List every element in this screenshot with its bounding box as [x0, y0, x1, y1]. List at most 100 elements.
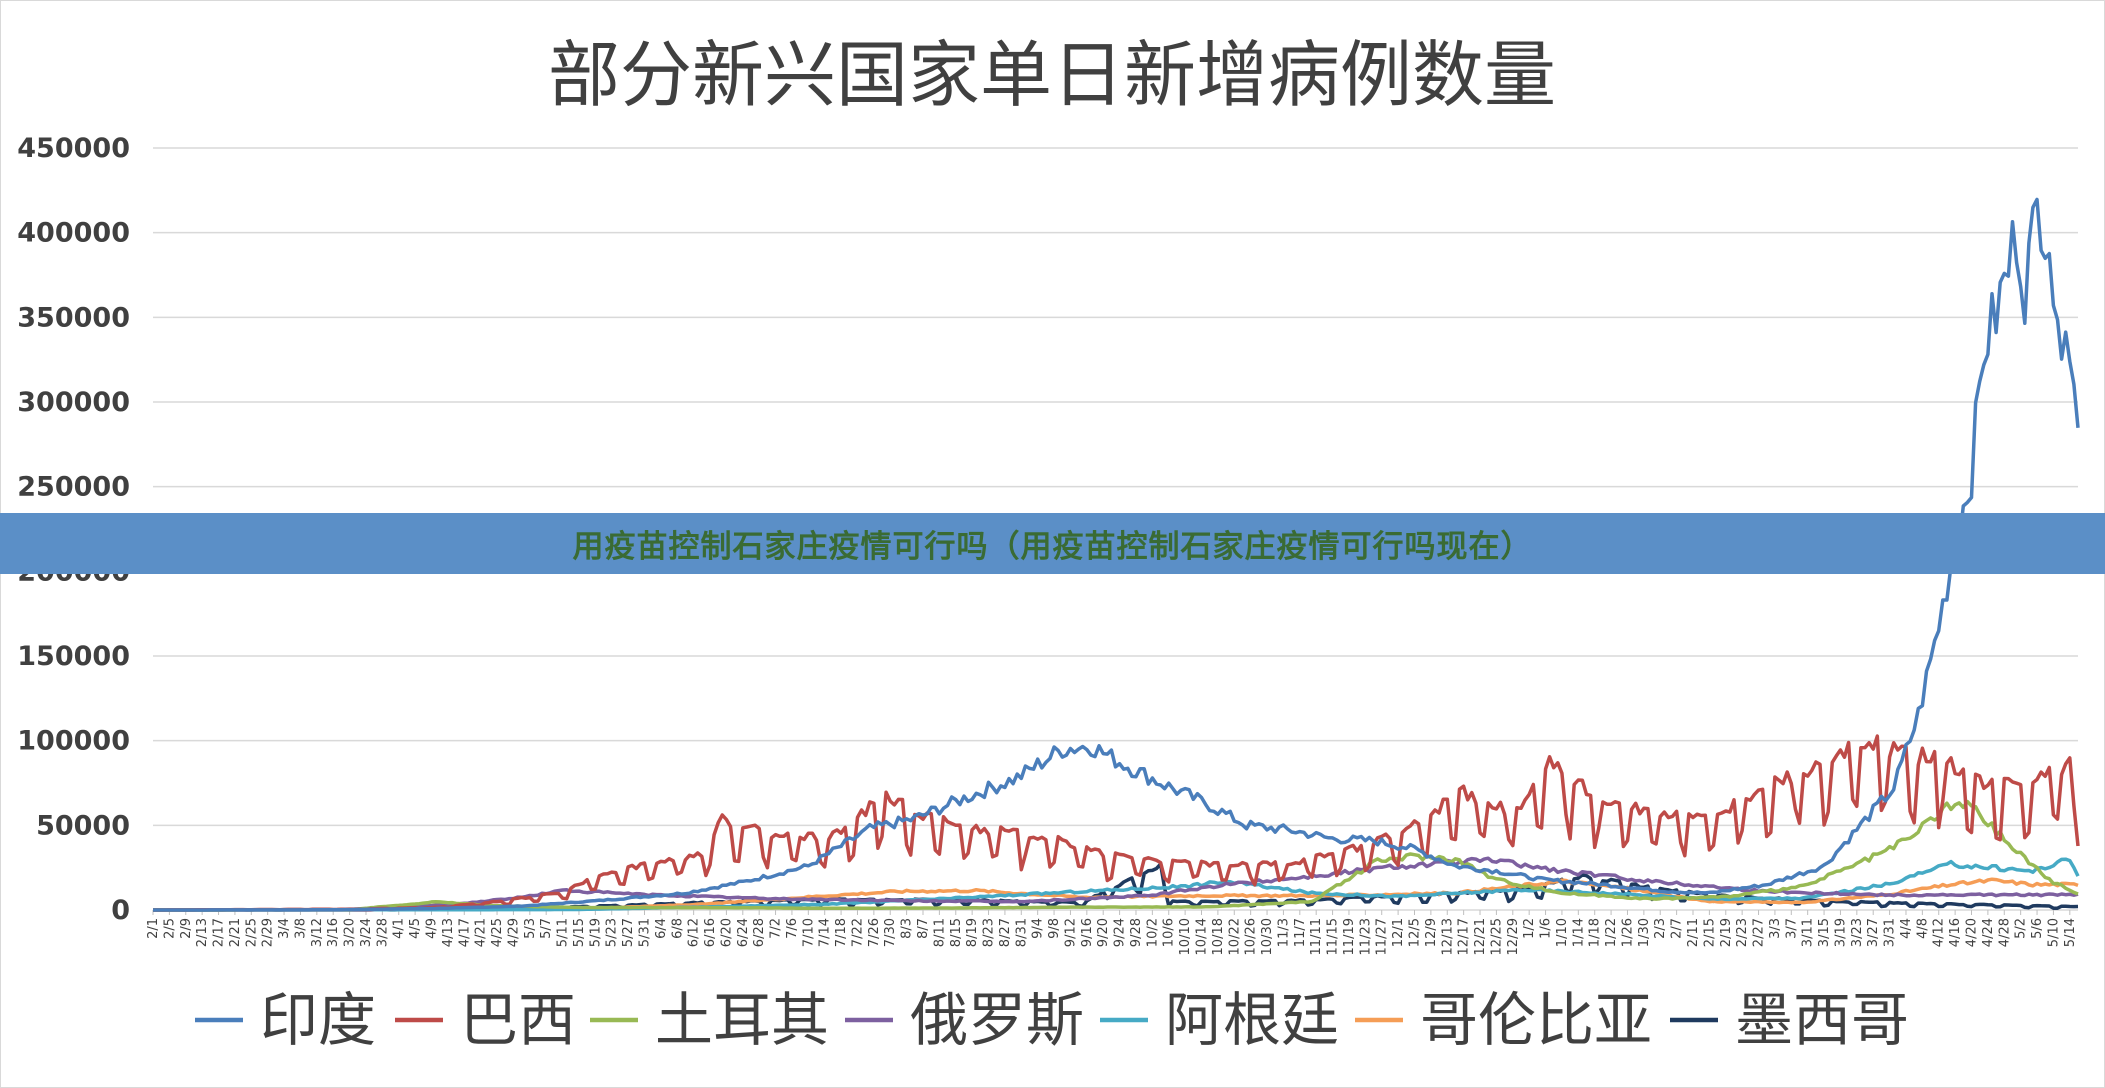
x-tick-label: 3/11 [1801, 918, 1816, 947]
x-tick-label: 2/13 [195, 918, 210, 947]
x-tick-label: 2/3 [1653, 918, 1668, 939]
legend-label-india: 印度 [260, 986, 376, 1054]
x-tick-label: 2/25 [244, 918, 259, 947]
x-tick-label: 11/23 [1358, 918, 1373, 955]
y-tick-label: 50000 [36, 810, 130, 841]
x-tick-label: 3/27 [1866, 918, 1881, 947]
y-tick-label: 250000 [17, 472, 130, 503]
x-tick-label: 4/5 [408, 918, 423, 939]
x-tick-label: 4/13 [441, 918, 456, 947]
y-tick-label: 450000 [17, 133, 130, 164]
x-tick-label: 8/11 [932, 918, 947, 947]
x-tick-label: 1/10 [1555, 918, 1570, 947]
x-tick-label: 1/30 [1637, 918, 1652, 947]
x-tick-label: 11/11 [1309, 918, 1324, 955]
legend-label-russia: 俄罗斯 [910, 986, 1084, 1054]
x-tick-label: 1/14 [1571, 918, 1586, 947]
x-tick-label: 10/10 [1178, 918, 1193, 955]
x-tick-label: 4/1 [392, 918, 407, 939]
x-tick-label: 8/7 [916, 918, 931, 939]
y-tick-label: 100000 [17, 726, 130, 757]
x-tick-label: 7/18 [834, 918, 849, 947]
x-tick-label: 7/14 [818, 918, 833, 947]
x-tick-label: 9/28 [1129, 918, 1144, 947]
x-tick-label: 9/4 [1031, 918, 1046, 939]
x-tick-label: 12/1 [1391, 918, 1406, 947]
x-tick-label: 3/8 [293, 918, 308, 939]
x-tick-label: 7/30 [883, 918, 898, 947]
x-tick-label: 3/3 [1768, 918, 1783, 939]
x-tick-label: 11/27 [1375, 918, 1390, 955]
x-tick-label: 4/21 [474, 918, 489, 947]
series-lines [153, 197, 2080, 912]
x-tick-label: 4/8 [1915, 918, 1930, 939]
x-tick-label: 3/4 [277, 918, 292, 939]
x-tick-label: 5/15 [572, 918, 587, 947]
x-tick-label: 4/25 [490, 918, 505, 947]
x-tick-label: 4/20 [1965, 918, 1980, 947]
x-tick-label: 6/24 [736, 918, 751, 947]
x-tick-label: 4/17 [457, 918, 472, 947]
x-tick-label: 1/26 [1620, 918, 1635, 947]
x-tick-label: 12/5 [1407, 918, 1422, 947]
x-tick-label: 10/2 [1145, 918, 1160, 947]
x-tick-label: 2/19 [1719, 918, 1734, 947]
x-tick-label: 9/20 [1096, 918, 1111, 947]
x-tick-label: 11/3 [1276, 918, 1291, 947]
x-tick-label: 5/19 [588, 918, 603, 947]
x-tick-label: 7/10 [801, 918, 816, 947]
y-tick-label: 0 [111, 895, 130, 926]
x-tick-label: 2/1 [146, 918, 161, 939]
x-tick-label: 4/24 [1981, 918, 1996, 947]
x-tick-label: 9/24 [1113, 918, 1128, 947]
x-tick-label: 4/16 [1948, 918, 1963, 947]
y-tick-label: 300000 [17, 387, 130, 418]
x-tick-label: 6/20 [719, 918, 734, 947]
x-tick-label: 6/16 [703, 918, 718, 947]
x-tick-label: 12/13 [1440, 918, 1455, 955]
x-tick-label: 5/31 [637, 918, 652, 947]
x-tick-label: 4/12 [1932, 918, 1947, 947]
x-tick-label: 6/4 [654, 918, 669, 939]
x-tick-label: 12/21 [1473, 918, 1488, 955]
x-tick-label: 1/22 [1604, 918, 1619, 947]
x-tick-label: 3/20 [343, 918, 358, 947]
x-tick-label: 8/3 [900, 918, 915, 939]
x-tick-label: 12/29 [1506, 918, 1521, 955]
x-tick-label: 4/29 [506, 918, 521, 947]
x-axis-ticks: 2/1 2/5 2/9 2/13 2/17 2/21 2/25 2/29 3/4 3/8 3/12 3… [146, 910, 2078, 955]
x-tick-label: 3/7 [1784, 918, 1799, 939]
x-tick-label: 12/25 [1489, 918, 1504, 955]
x-tick-label: 3/31 [1883, 918, 1898, 947]
x-tick-label: 2/5 [162, 918, 177, 939]
x-tick-label: 5/14 [2063, 918, 2078, 947]
x-tick-label: 11/15 [1326, 918, 1341, 955]
x-tick-label: 4/9 [425, 918, 440, 939]
x-tick-label: 7/22 [850, 918, 865, 947]
x-tick-label: 12/9 [1424, 918, 1439, 947]
y-tick-label: 400000 [17, 218, 130, 249]
legend-label-turkey: 土耳其 [655, 986, 829, 1054]
x-tick-label: 5/23 [605, 918, 620, 947]
x-tick-label: 5/10 [2046, 918, 2061, 947]
x-tick-label: 11/7 [1293, 918, 1308, 947]
x-tick-label: 5/11 [556, 918, 571, 947]
series-line-argentina [153, 857, 2080, 912]
x-tick-label: 8/19 [965, 918, 980, 947]
x-tick-label: 10/22 [1227, 918, 1242, 955]
x-tick-label: 2/29 [261, 918, 276, 947]
chart-title: 部分新兴国家单日新增病例数量 [548, 33, 1556, 117]
series-line-brazil [153, 734, 2080, 912]
x-tick-label: 5/3 [523, 918, 538, 939]
x-tick-label: 3/15 [1817, 918, 1832, 947]
x-tick-label: 9/8 [1047, 918, 1062, 939]
x-tick-label: 10/30 [1260, 918, 1275, 955]
x-tick-label: 4/4 [1899, 918, 1914, 939]
x-tick-label: 1/6 [1539, 918, 1554, 939]
x-tick-label: 12/17 [1457, 918, 1472, 955]
x-tick-label: 5/27 [621, 918, 636, 947]
x-tick-label: 1/18 [1588, 918, 1603, 947]
x-tick-label: 7/26 [867, 918, 882, 947]
x-tick-label: 2/21 [228, 918, 243, 947]
series-line-india [153, 197, 2080, 912]
